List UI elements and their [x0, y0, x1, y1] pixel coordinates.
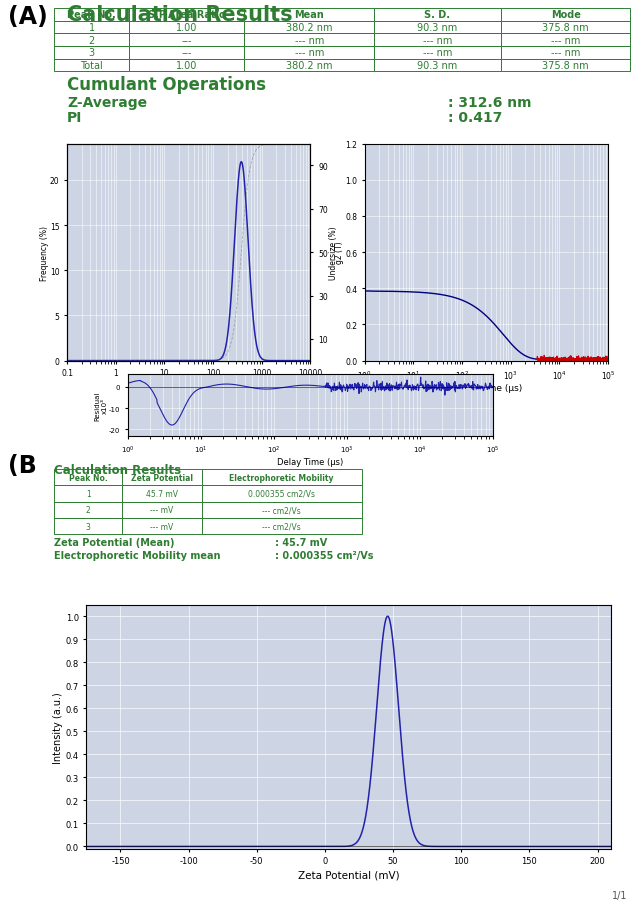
Y-axis label: Undersize (%): Undersize (%) — [329, 226, 338, 280]
FancyBboxPatch shape — [374, 9, 501, 22]
FancyBboxPatch shape — [54, 486, 122, 502]
Text: Electrophoretic Mobility mean: Electrophoretic Mobility mean — [54, 551, 221, 561]
Text: Z-Average: Z-Average — [67, 96, 147, 109]
X-axis label: Diameter (nm): Diameter (nm) — [156, 380, 222, 389]
FancyBboxPatch shape — [122, 486, 202, 502]
Text: 1: 1 — [86, 489, 91, 498]
Text: 0.000355 cm2/Vs: 0.000355 cm2/Vs — [248, 489, 316, 498]
FancyBboxPatch shape — [244, 9, 374, 22]
Text: --- mV: --- mV — [150, 506, 173, 515]
X-axis label: Delay Time (μs): Delay Time (μs) — [277, 458, 344, 467]
FancyBboxPatch shape — [202, 470, 362, 486]
FancyBboxPatch shape — [374, 34, 501, 47]
Text: (A): (A) — [8, 5, 47, 29]
Text: Calculation Results: Calculation Results — [54, 463, 182, 476]
FancyBboxPatch shape — [202, 518, 362, 535]
FancyBboxPatch shape — [501, 47, 630, 60]
Text: Electrophoretic Mobility: Electrophoretic Mobility — [230, 473, 334, 482]
Text: --- nm: --- nm — [423, 35, 452, 46]
Text: --- nm: --- nm — [294, 35, 324, 46]
Text: 45.7 mV: 45.7 mV — [146, 489, 178, 498]
FancyBboxPatch shape — [501, 9, 630, 22]
FancyBboxPatch shape — [501, 22, 630, 34]
FancyBboxPatch shape — [374, 22, 501, 34]
FancyBboxPatch shape — [129, 34, 244, 47]
Text: Mean: Mean — [294, 10, 324, 21]
Text: ---: --- — [182, 48, 192, 59]
Text: Peak No.: Peak No. — [69, 473, 108, 482]
Text: Cumulant Operations: Cumulant Operations — [67, 76, 266, 94]
Text: --- nm: --- nm — [551, 35, 580, 46]
Text: ---: --- — [182, 35, 192, 46]
Text: 375.8 nm: 375.8 nm — [542, 61, 589, 71]
FancyBboxPatch shape — [54, 518, 122, 535]
Text: 1.00: 1.00 — [176, 61, 198, 71]
FancyBboxPatch shape — [54, 22, 129, 34]
Text: --- cm2/Vs: --- cm2/Vs — [262, 506, 301, 515]
Text: 1/1: 1/1 — [612, 890, 627, 900]
Y-axis label: Intensity (a.u.): Intensity (a.u.) — [52, 691, 63, 763]
FancyBboxPatch shape — [244, 34, 374, 47]
Text: (B: (B — [8, 453, 36, 478]
Text: Zeta Potential (Mean): Zeta Potential (Mean) — [54, 537, 175, 547]
FancyBboxPatch shape — [129, 9, 244, 22]
FancyBboxPatch shape — [374, 47, 501, 60]
FancyBboxPatch shape — [54, 9, 129, 22]
FancyBboxPatch shape — [122, 502, 202, 518]
FancyBboxPatch shape — [122, 470, 202, 486]
Text: Total: Total — [81, 61, 103, 71]
Text: 90.3 nm: 90.3 nm — [417, 61, 458, 71]
Y-axis label: Residual
x10³: Residual x10³ — [95, 391, 108, 420]
Text: 3: 3 — [89, 48, 95, 59]
Text: 380.2 nm: 380.2 nm — [286, 61, 333, 71]
Text: : 45.7 mV: : 45.7 mV — [275, 537, 328, 547]
Y-axis label: Frequency (%): Frequency (%) — [40, 226, 49, 280]
Text: 2: 2 — [89, 35, 95, 46]
Text: 1: 1 — [89, 23, 95, 33]
Text: Calculation Results: Calculation Results — [67, 5, 293, 24]
FancyBboxPatch shape — [501, 34, 630, 47]
Text: 380.2 nm: 380.2 nm — [286, 23, 333, 33]
FancyBboxPatch shape — [202, 502, 362, 518]
Text: Mode: Mode — [550, 10, 580, 21]
Text: --- nm: --- nm — [294, 48, 324, 59]
FancyBboxPatch shape — [54, 470, 122, 486]
FancyBboxPatch shape — [129, 22, 244, 34]
Text: --- cm2/Vs: --- cm2/Vs — [262, 522, 301, 531]
FancyBboxPatch shape — [54, 60, 129, 72]
Text: S.P.Area Ratio: S.P.Area Ratio — [148, 10, 226, 21]
Y-axis label: g2 (T): g2 (T) — [335, 241, 344, 265]
X-axis label: Delay Time (μs): Delay Time (μs) — [451, 384, 522, 393]
X-axis label: Zeta Potential (mV): Zeta Potential (mV) — [298, 870, 399, 880]
Text: 375.8 nm: 375.8 nm — [542, 23, 589, 33]
FancyBboxPatch shape — [244, 47, 374, 60]
FancyBboxPatch shape — [54, 502, 122, 518]
Text: 3: 3 — [86, 522, 91, 531]
Text: : 0.000355 cm²/Vs: : 0.000355 cm²/Vs — [275, 551, 374, 561]
Text: PI: PI — [67, 111, 83, 125]
Text: : 312.6 nm: : 312.6 nm — [448, 96, 531, 109]
Text: Peak No.: Peak No. — [67, 10, 116, 21]
FancyBboxPatch shape — [202, 486, 362, 502]
Text: --- nm: --- nm — [551, 48, 580, 59]
Text: --- mV: --- mV — [150, 522, 173, 531]
Text: 1.00: 1.00 — [176, 23, 198, 33]
FancyBboxPatch shape — [54, 47, 129, 60]
FancyBboxPatch shape — [501, 60, 630, 72]
Text: Zeta Potential: Zeta Potential — [131, 473, 193, 482]
Text: : 0.417: : 0.417 — [448, 111, 502, 125]
FancyBboxPatch shape — [129, 47, 244, 60]
FancyBboxPatch shape — [244, 22, 374, 34]
FancyBboxPatch shape — [54, 34, 129, 47]
FancyBboxPatch shape — [244, 60, 374, 72]
Text: --- nm: --- nm — [423, 48, 452, 59]
FancyBboxPatch shape — [122, 518, 202, 535]
FancyBboxPatch shape — [374, 60, 501, 72]
FancyBboxPatch shape — [129, 60, 244, 72]
Text: 2: 2 — [86, 506, 91, 515]
Text: S. D.: S. D. — [424, 10, 451, 21]
Text: 90.3 nm: 90.3 nm — [417, 23, 458, 33]
